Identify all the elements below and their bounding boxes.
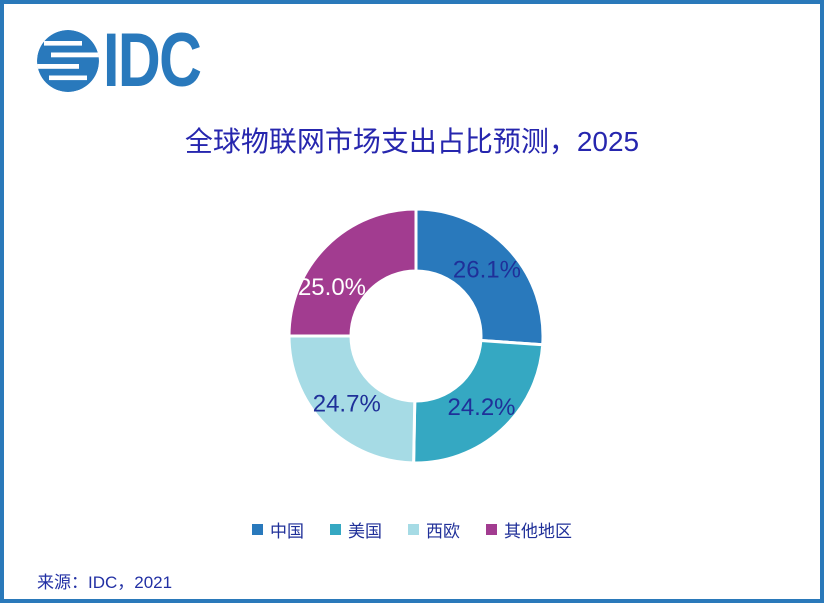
- chart-legend: 中国 美国 西欧 其他地区: [4, 517, 820, 542]
- legend-swatch-icon: [408, 524, 419, 535]
- idc-logo-text: IDC: [103, 18, 202, 103]
- legend-label: 中国: [270, 522, 304, 541]
- legend-label: 其他地区: [504, 522, 572, 541]
- slice-label-3: 24.7%: [313, 390, 381, 417]
- legend-item-2: 美国: [330, 517, 382, 542]
- legend-label: 西欧: [426, 522, 460, 541]
- donut-slice-2: [412, 338, 545, 465]
- legend-swatch-icon: [330, 524, 341, 535]
- slice-label-1: 26.1%: [453, 256, 521, 283]
- donut-slice-1: [414, 207, 545, 347]
- donut-chart: 26.1% 24.2% 24.7% 25.0%: [256, 176, 576, 496]
- donut-slice-4: [287, 207, 418, 338]
- legend-swatch-icon: [252, 524, 263, 535]
- slice-label-2: 24.2%: [447, 394, 515, 421]
- legend-item-4: 其他地区: [486, 517, 572, 542]
- chart-title: 全球物联网市场支出占比预测，2025: [184, 126, 640, 157]
- donut-chart-svg: 26.1% 24.2% 24.7% 25.0%: [287, 207, 545, 465]
- idc-globe-icon: [37, 30, 99, 92]
- legend-item-1: 中国: [252, 517, 304, 542]
- legend-item-3: 西欧: [408, 517, 460, 542]
- donut-slice-3: [287, 334, 417, 465]
- legend-label: 美国: [348, 522, 382, 541]
- legend-swatch-icon: [486, 524, 497, 535]
- source-note: 来源：IDC，2021: [37, 573, 173, 592]
- idc-logo: IDC: [37, 18, 228, 103]
- slice-label-4: 25.0%: [298, 274, 366, 301]
